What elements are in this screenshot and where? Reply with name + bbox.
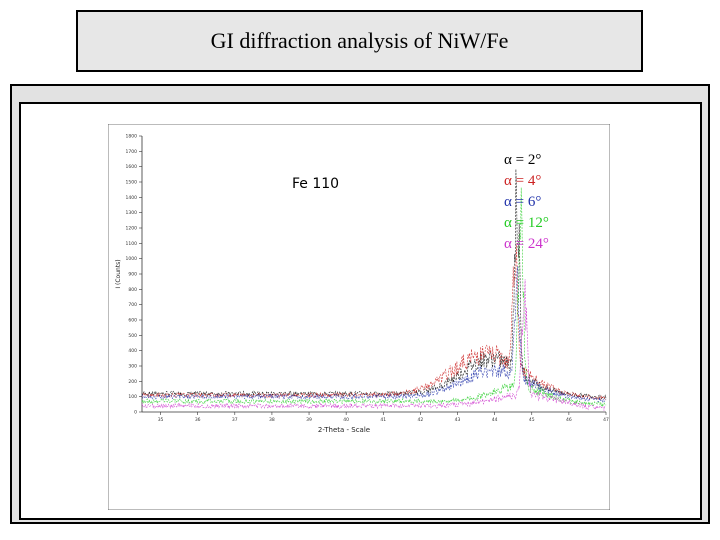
ticks-group: 0 100 200 300 400 500 600 700 800 900 1000 1100 1200… [115, 134, 609, 435]
x-tick-label: 41 [380, 417, 386, 423]
legend-item-alpha-12: α = 12° [504, 215, 549, 231]
legend-item-alpha-2: α = 2° [504, 152, 542, 168]
x-tick-label: 47 [603, 417, 609, 423]
series-group [141, 169, 607, 411]
series-line-4 [141, 279, 607, 411]
y-tick-label: 500 [128, 333, 137, 339]
y-axis-label: I (Counts) [115, 259, 122, 288]
x-tick-label: 36 [195, 417, 201, 423]
xrd-chart: 0 100 200 300 400 500 600 700 800 900 1000 1100 1200… [108, 124, 610, 510]
chart-frame [108, 124, 610, 510]
y-tick-label: 1600 [126, 164, 138, 170]
y-tick-label: 900 [128, 272, 137, 278]
y-tick-label: 300 [128, 364, 137, 370]
x-tick-label: 46 [566, 417, 572, 423]
y-tick-label: 200 [128, 379, 137, 385]
y-tick-label: 1300 [126, 210, 138, 216]
y-tick-label: 1100 [126, 241, 138, 247]
x-tick-label: 44 [492, 417, 498, 423]
y-tick-label: 1400 [126, 195, 138, 201]
y-tick-label: 100 [128, 394, 137, 400]
x-tick-label: 42 [418, 417, 424, 423]
x-tick-label: 38 [269, 417, 275, 423]
y-tick-label: 1200 [126, 226, 138, 232]
legend-item-alpha-6: α = 6° [504, 194, 542, 210]
legend-item-alpha-24: α = 24° [504, 236, 549, 252]
x-tick-label: 35 [158, 417, 164, 423]
y-tick-label: 1700 [126, 149, 138, 155]
y-tick-label: 800 [128, 287, 137, 293]
legend: α = 2° α = 4° α = 6° α = 12° α = 24° [504, 150, 549, 255]
x-tick-label: 40 [343, 417, 349, 423]
x-tick-label: 37 [232, 417, 238, 423]
x-tick-label: 45 [529, 417, 535, 423]
series-line-0 [141, 169, 607, 400]
series-line-3 [141, 187, 607, 407]
y-tick-label: 700 [128, 302, 137, 308]
x-tick-label: 39 [306, 417, 312, 423]
y-tick-label: 600 [128, 318, 137, 324]
x-tick-label: 43 [455, 417, 461, 423]
title-box: GI diffraction analysis of NiW/Fe [76, 10, 643, 72]
legend-item-alpha-4: α = 4° [504, 173, 542, 189]
slide-title: GI diffraction analysis of NiW/Fe [210, 28, 509, 53]
y-tick-label: 1500 [126, 180, 138, 186]
y-tick-label: 0 [134, 410, 137, 416]
y-tick-label: 1800 [126, 134, 138, 140]
y-tick-label: 1000 [126, 256, 138, 262]
peak-annotation: Fe 110 [292, 176, 340, 192]
series-line-2 [141, 266, 607, 403]
x-axis-label: 2-Theta - Scale [318, 426, 370, 434]
y-tick-label: 400 [128, 348, 137, 354]
